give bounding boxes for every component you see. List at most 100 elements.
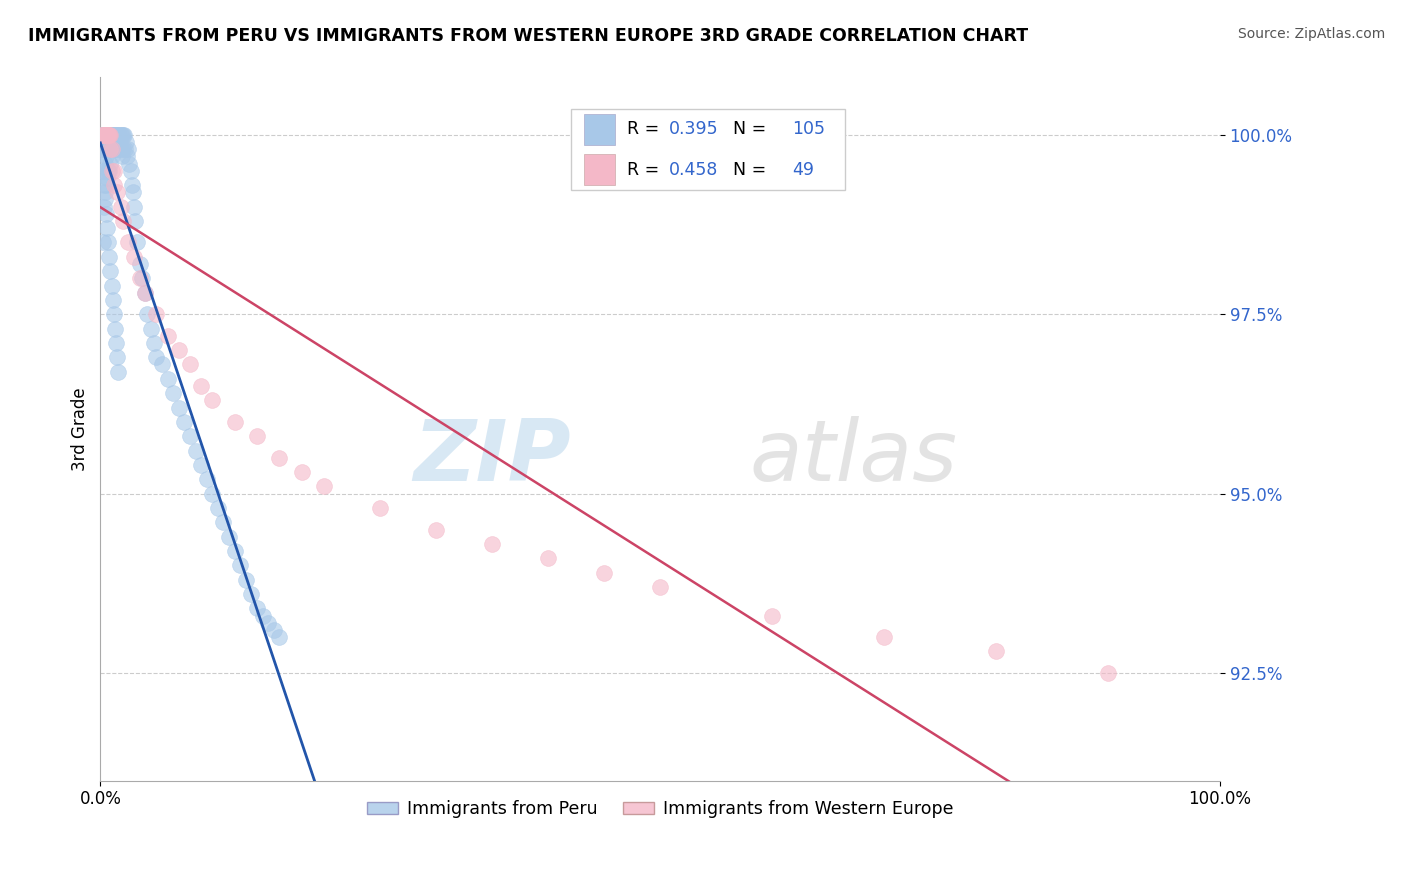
Point — [91, 163, 114, 178]
Text: atlas: atlas — [749, 416, 957, 499]
Point — [94, 128, 117, 142]
Text: ZIP: ZIP — [413, 416, 571, 499]
Point — [481, 537, 503, 551]
Y-axis label: 3rd Grade: 3rd Grade — [72, 387, 89, 471]
Point — [100, 128, 122, 142]
Point — [110, 142, 132, 156]
Point — [100, 163, 122, 178]
Point — [136, 307, 159, 321]
Point — [111, 142, 134, 156]
Point — [107, 128, 129, 142]
Point — [115, 149, 138, 163]
Point — [314, 479, 336, 493]
Point — [145, 307, 167, 321]
Point — [224, 415, 246, 429]
Point — [100, 278, 122, 293]
Point — [118, 156, 141, 170]
Point — [96, 128, 118, 142]
Legend: Immigrants from Peru, Immigrants from Western Europe: Immigrants from Peru, Immigrants from We… — [360, 793, 960, 825]
Point — [97, 128, 120, 142]
Point — [101, 128, 124, 142]
Point — [100, 142, 122, 156]
Point — [156, 372, 179, 386]
Point — [120, 163, 142, 178]
Point — [121, 178, 143, 192]
Point — [101, 135, 124, 149]
Point — [190, 379, 212, 393]
Text: 105: 105 — [792, 120, 825, 138]
Point — [97, 128, 120, 142]
Point — [104, 321, 127, 335]
Point — [100, 135, 122, 149]
Point — [93, 142, 115, 156]
Point — [156, 328, 179, 343]
Point — [143, 335, 166, 350]
Point — [97, 235, 120, 250]
FancyBboxPatch shape — [571, 109, 845, 190]
Point — [100, 149, 122, 163]
Point — [1097, 665, 1119, 680]
Point — [111, 149, 134, 163]
Point — [111, 214, 134, 228]
Point — [91, 128, 114, 142]
Point — [112, 128, 135, 142]
Point — [103, 128, 125, 142]
Point — [240, 587, 263, 601]
Text: 49: 49 — [792, 161, 814, 178]
Point — [201, 393, 224, 408]
Point — [103, 142, 125, 156]
Point — [100, 142, 122, 156]
Point — [134, 285, 156, 300]
Point — [103, 178, 125, 192]
Point — [224, 544, 246, 558]
Point — [212, 516, 235, 530]
Point — [90, 142, 112, 156]
Point — [252, 608, 274, 623]
Point — [184, 443, 207, 458]
Bar — [583, 114, 616, 145]
Text: IMMIGRANTS FROM PERU VS IMMIGRANTS FROM WESTERN EUROPE 3RD GRADE CORRELATION CHA: IMMIGRANTS FROM PERU VS IMMIGRANTS FROM … — [28, 27, 1028, 45]
Point — [246, 601, 269, 615]
Point — [107, 365, 129, 379]
Point — [648, 580, 671, 594]
Point — [128, 257, 150, 271]
Point — [105, 335, 128, 350]
Point — [122, 250, 145, 264]
Text: 0.395: 0.395 — [669, 120, 718, 138]
Point — [100, 128, 122, 142]
Point — [134, 285, 156, 300]
Point — [269, 450, 291, 465]
Point — [108, 128, 131, 142]
Point — [761, 608, 783, 623]
Point — [96, 221, 118, 235]
Point — [269, 630, 291, 644]
Point — [111, 128, 134, 142]
Point — [94, 156, 117, 170]
Point — [150, 358, 173, 372]
Point — [291, 465, 314, 479]
Point — [94, 149, 117, 163]
Point — [593, 566, 616, 580]
Text: R =: R = — [627, 120, 664, 138]
Point — [93, 128, 115, 142]
Point — [257, 615, 280, 630]
Point — [114, 142, 136, 156]
Point — [108, 135, 131, 149]
Text: N =: N = — [721, 161, 772, 178]
Point — [97, 163, 120, 178]
Point — [173, 415, 195, 429]
Point — [105, 128, 128, 142]
Point — [98, 128, 121, 142]
Point — [984, 644, 1007, 658]
Point — [425, 523, 447, 537]
Point — [96, 128, 118, 142]
Point — [117, 235, 139, 250]
Point — [537, 551, 560, 566]
Point — [94, 128, 117, 142]
Point — [94, 128, 117, 142]
Point — [94, 186, 117, 200]
Point — [100, 264, 122, 278]
Point — [93, 178, 115, 192]
Text: Source: ZipAtlas.com: Source: ZipAtlas.com — [1237, 27, 1385, 41]
Point — [105, 142, 128, 156]
